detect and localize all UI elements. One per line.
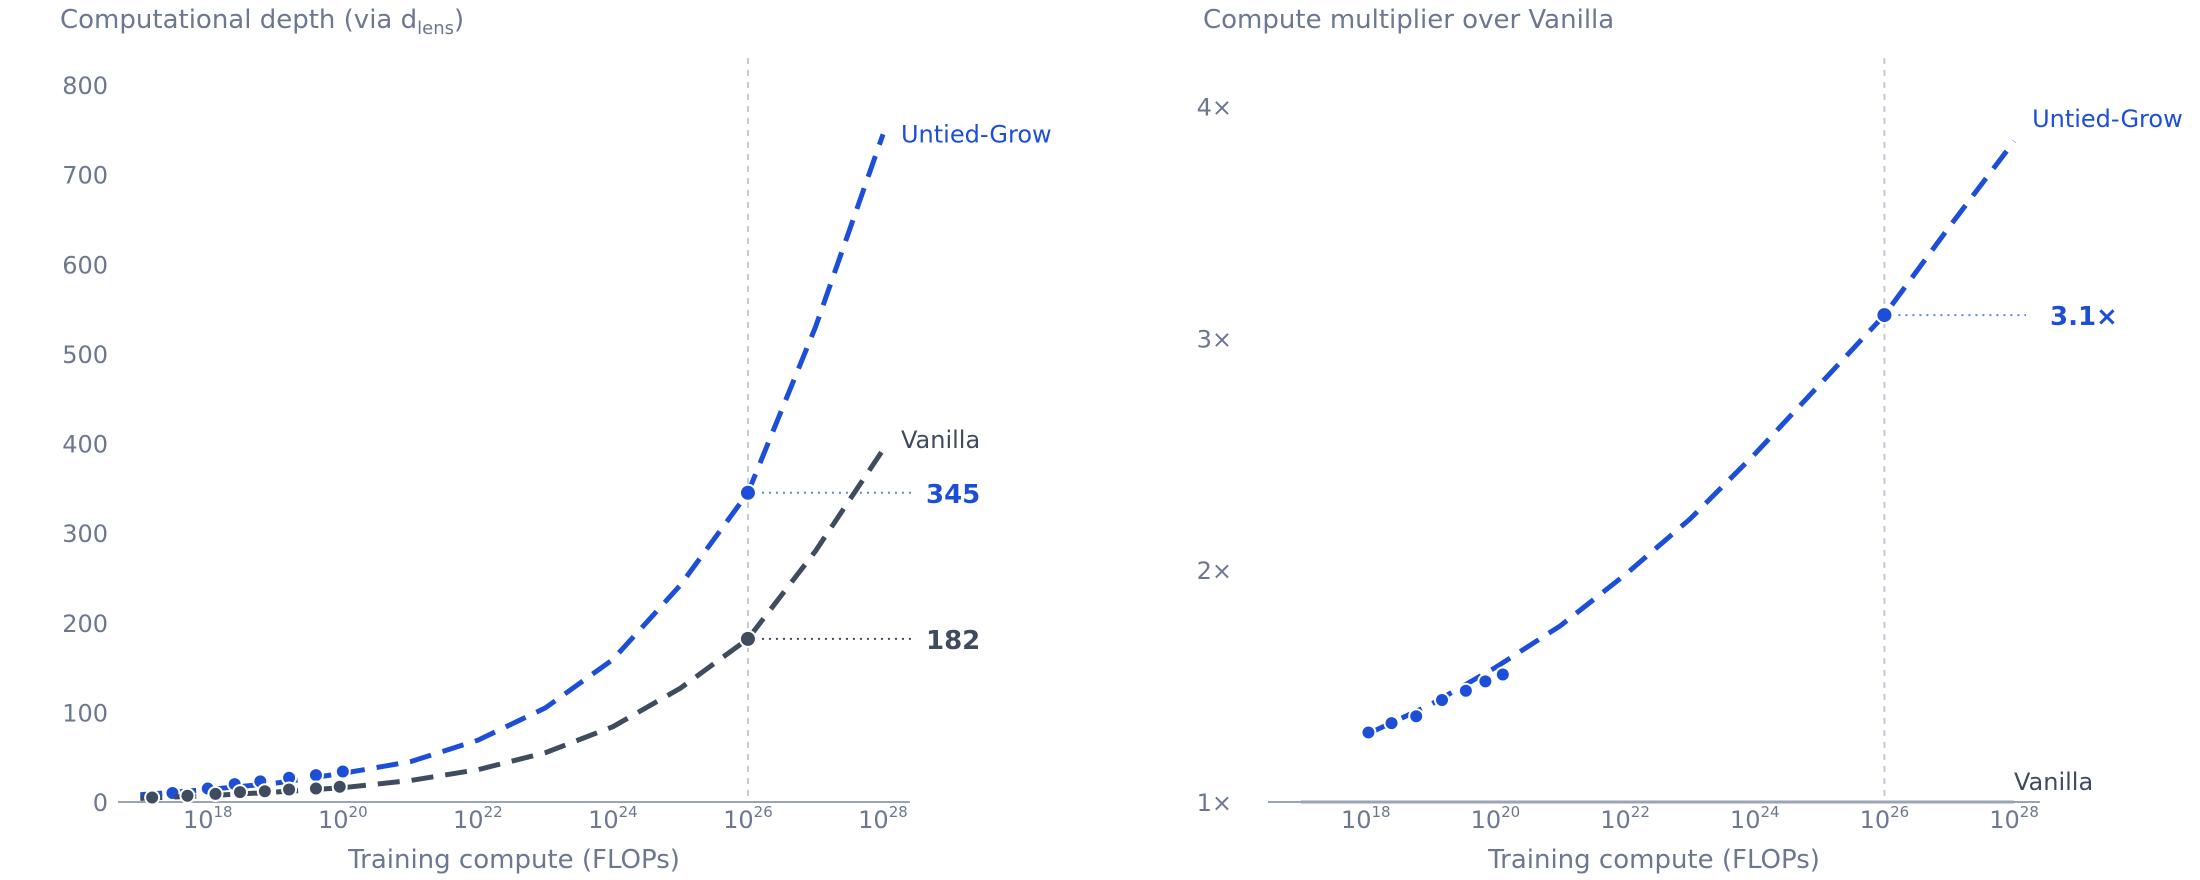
x-tick-label: 1018 [183, 803, 233, 834]
series-label-untied: Untied-Grow [2032, 105, 2183, 133]
data-point-untied [1383, 715, 1400, 732]
series-line-untied [1369, 139, 2017, 735]
x-tick-base: 10 [588, 806, 619, 834]
series-label-untied: Untied-Grow [901, 120, 1052, 148]
panel-1: Computational depth (via dlens) 0 100 200 30… [60, 5, 1052, 875]
x-tick-exponent: 18 [214, 803, 233, 821]
data-point-untied [307, 767, 324, 784]
data-point-vanilla [179, 787, 196, 804]
chart-title-main: Compute multiplier over Vanilla [1203, 5, 1614, 35]
x-tick-label: 1028 [1989, 803, 2039, 834]
highlight-point-untied [1875, 306, 1894, 325]
x-tick-label: 1022 [1600, 803, 1650, 834]
data-point-untied [1360, 724, 1377, 741]
data-point-untied [1477, 673, 1494, 690]
x-tick-exponent: 28 [889, 803, 908, 821]
x-tick-base: 10 [183, 806, 214, 834]
data-point-untied [334, 763, 351, 780]
x-tick-base: 10 [723, 806, 754, 834]
highlight-point-untied [738, 483, 757, 502]
x-tick-exponent: 26 [754, 803, 773, 821]
highlight-value-vanilla: 182 [926, 626, 980, 656]
panel-2: Compute multiplier over Vanilla 1× 2× 3× 4× 1… [1197, 5, 2183, 875]
x-tick-base: 10 [453, 806, 484, 834]
series-label-vanilla: Vanilla [901, 426, 980, 454]
x-tick-label: 1020 [318, 803, 368, 834]
x-tick-label: 1024 [1730, 803, 1780, 834]
y-tick-label: 400 [62, 431, 108, 459]
data-point-vanilla [144, 789, 161, 806]
x-tick-base: 10 [858, 806, 889, 834]
x-tick-label: 1026 [723, 803, 773, 834]
data-point-untied [1494, 666, 1511, 683]
x-axis-label: Training compute (FLOPs) [1487, 845, 1820, 875]
x-tick-label: 1018 [1341, 803, 1391, 834]
highlight-value-untied: 3.1× [2050, 302, 2118, 332]
y-tick-label: 0 [93, 789, 108, 817]
y-tick-label: 4× [1197, 93, 1232, 121]
chart-title: Computational depth (via dlens) [60, 5, 464, 39]
y-tick-label: 500 [62, 341, 108, 369]
y-tick-label: 200 [62, 610, 108, 638]
data-point-untied [1457, 682, 1474, 699]
x-tick-base: 10 [318, 806, 349, 834]
x-tick-base: 10 [1860, 806, 1891, 834]
chart-title: Compute multiplier over Vanilla [1203, 5, 1614, 35]
data-point-vanilla [281, 781, 298, 798]
x-tick-base: 10 [1600, 806, 1631, 834]
y-tick-label: 3× [1197, 325, 1232, 353]
chart-title-subscript: lens [417, 18, 454, 39]
data-point-vanilla [256, 783, 273, 800]
y-tick-label: 1× [1197, 789, 1232, 817]
y-tick-label: 300 [62, 520, 108, 548]
y-tick-label: 800 [62, 72, 108, 100]
data-point-untied [1434, 691, 1451, 708]
x-tick-exponent: 18 [1371, 803, 1390, 821]
chart-title-main: Computational depth (via d [60, 5, 417, 35]
y-tick-label: 700 [62, 162, 108, 190]
x-tick-label: 1026 [1860, 803, 1910, 834]
chart-title-end: ) [454, 5, 464, 35]
data-point-untied [1408, 708, 1425, 725]
x-tick-label: 1024 [588, 803, 638, 834]
x-tick-label: 1022 [453, 803, 503, 834]
data-point-vanilla [307, 780, 324, 797]
x-tick-base: 10 [1341, 806, 1372, 834]
x-tick-exponent: 22 [484, 803, 503, 821]
x-tick-exponent: 24 [619, 803, 638, 821]
x-tick-exponent: 20 [1501, 803, 1520, 821]
x-tick-label: 1028 [858, 803, 908, 834]
x-tick-base: 10 [1989, 806, 2020, 834]
data-point-vanilla [331, 778, 348, 795]
x-tick-base: 10 [1730, 806, 1761, 834]
series-line-untied [140, 133, 886, 798]
x-tick-label: 1020 [1471, 803, 1521, 834]
y-tick-label: 100 [62, 699, 108, 727]
data-point-vanilla [207, 785, 224, 802]
highlight-point-vanilla [738, 629, 757, 648]
series-label-vanilla: Vanilla [2014, 768, 2093, 796]
x-tick-exponent: 26 [1890, 803, 1909, 821]
x-axis-label: Training compute (FLOPs) [347, 845, 680, 875]
x-tick-exponent: 24 [1760, 803, 1779, 821]
x-tick-base: 10 [1471, 806, 1502, 834]
x-tick-exponent: 22 [1631, 803, 1650, 821]
series-line-vanilla [140, 448, 886, 801]
highlight-value-untied: 345 [926, 480, 980, 510]
x-tick-exponent: 28 [2020, 803, 2039, 821]
y-tick-label: 600 [62, 251, 108, 279]
x-tick-exponent: 20 [349, 803, 368, 821]
y-tick-label: 2× [1197, 557, 1232, 585]
data-point-vanilla [231, 784, 248, 801]
